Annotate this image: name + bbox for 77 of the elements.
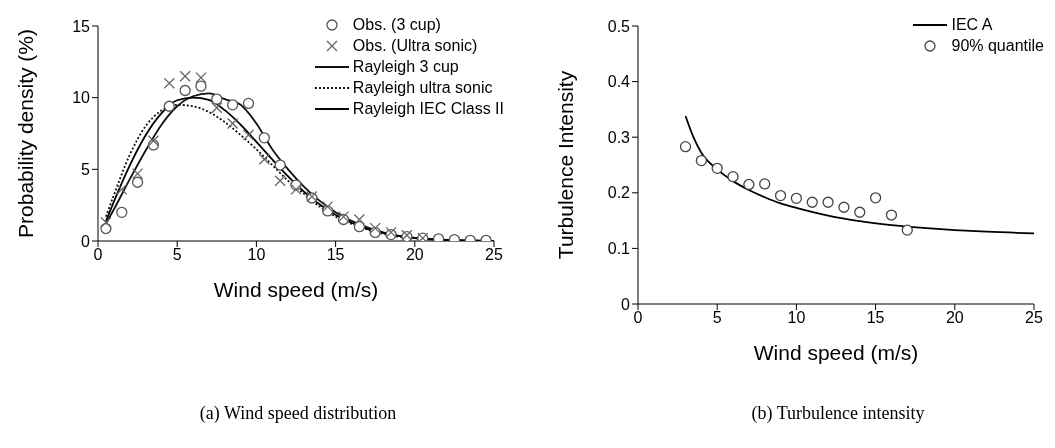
legend-label: 90% quantile [951,37,1044,55]
text: (a) Wind speed distribution [198,403,398,424]
point [179,84,191,97]
point [743,178,755,191]
y-tick-label: 5 [81,161,91,179]
point [274,159,286,171]
point [195,80,207,92]
y-tick-label: 0 [81,232,91,250]
point [179,70,191,82]
point [242,97,255,110]
x-tick-label: 15 [866,309,885,327]
point [727,171,739,183]
legend-label: Obs. (Ultra sonic) [352,37,478,55]
y-tick-label: 0.4 [607,73,631,91]
point [322,200,334,213]
point [211,93,223,105]
point [369,222,381,234]
legend-label: IEC A [951,16,993,34]
x-axis-title: Wind speed (m/s) [213,278,379,301]
point [679,141,692,153]
y-tick-label: 10 [72,89,91,107]
point [211,102,223,114]
x-tick-label: 15 [326,246,345,264]
point [242,129,255,141]
y-tick-label: 0.3 [607,128,631,146]
y-axis-title: Turbulence Intensity [554,70,578,260]
x-tick-label: 5 [712,309,722,327]
point [258,153,270,165]
x-tick-label: 0 [93,246,103,264]
point [131,176,144,188]
x-axis-title: Wind speed (m/s) [753,341,919,364]
point [226,117,239,130]
legend-label: Rayleigh 3 cup [352,58,459,76]
x-tick-label: 0 [633,309,643,327]
x-tick-label: 20 [405,246,424,264]
point [790,192,803,205]
point [901,224,913,236]
point [100,216,112,229]
y-axis-title: Probability density (%) [14,29,38,238]
point [774,189,787,202]
x-tick-label: 10 [787,309,806,327]
x-tick-label: 5 [172,246,182,264]
point [195,71,207,84]
point [353,213,366,226]
point [226,99,239,111]
point [695,154,708,167]
x-tick-label: 25 [1025,309,1043,327]
point [131,167,144,180]
point [258,132,270,144]
legend-label: Rayleigh ultra sonic [352,79,493,97]
point [885,209,898,221]
y-tick-label: 0.1 [607,240,631,258]
point [116,206,128,218]
y-tick-label: 0.2 [607,184,631,202]
point [116,183,128,196]
legend-label: Obs. (3 cup) [352,16,441,34]
x-tick-label: 25 [485,246,503,264]
line-series [684,115,1034,235]
y-tick-label: 0 [621,295,631,313]
point [290,183,302,196]
point [274,175,286,187]
point [147,135,160,147]
point [759,178,771,190]
point [838,201,850,213]
y-tick-label: 15 [72,17,91,35]
point [163,77,175,89]
point [854,206,866,218]
x-tick-label: 20 [945,309,964,327]
y-tick-label: 0.5 [607,17,631,35]
legend-label: Rayleigh IEC Class II [352,100,504,118]
text: (b) Turbulence intensity [750,403,926,424]
x-tick-label: 10 [247,246,266,264]
point [822,196,834,208]
point [869,192,882,204]
point [711,162,723,174]
point [806,196,818,208]
point [163,100,175,112]
